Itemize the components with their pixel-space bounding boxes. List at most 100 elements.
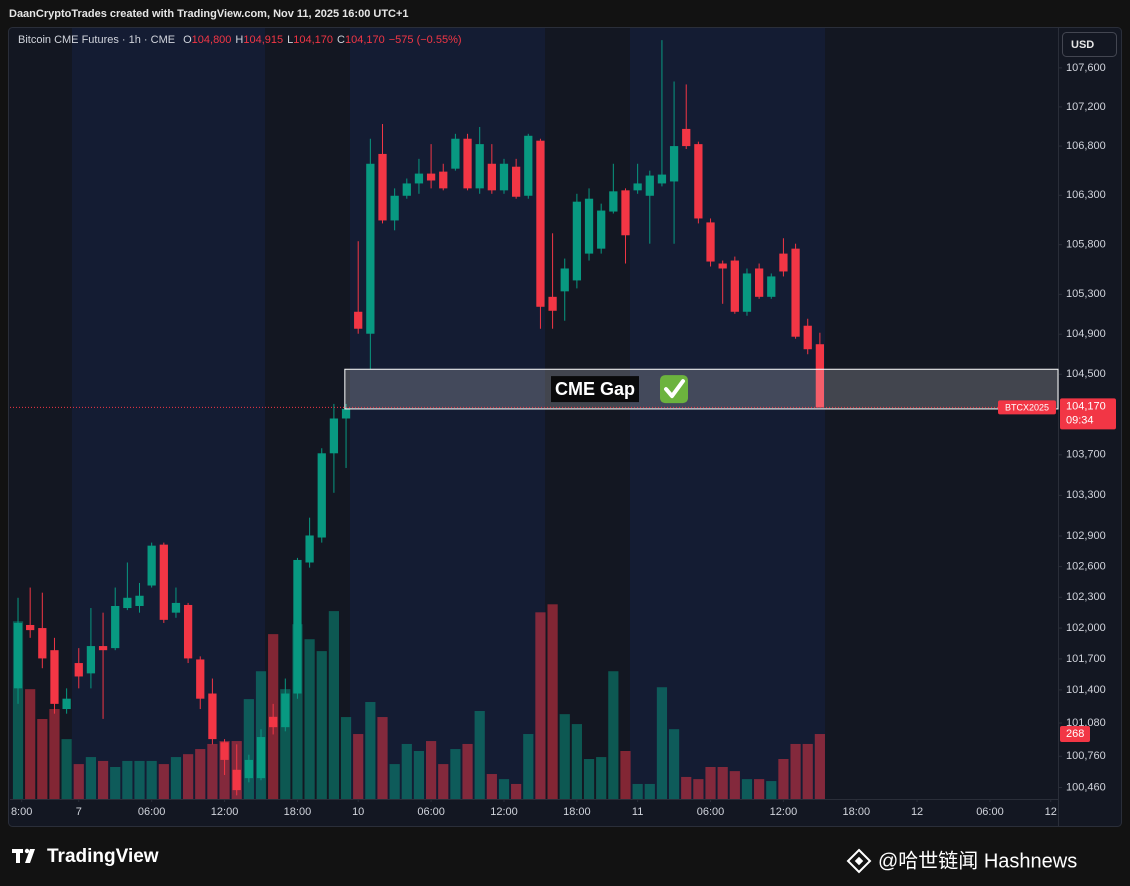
candle-body [13, 622, 23, 689]
candle-body [524, 135, 533, 196]
candle-body [341, 408, 351, 419]
volume-bar [571, 724, 582, 799]
volume-bar [25, 689, 36, 799]
volume-bar [134, 760, 145, 799]
candle-body [718, 263, 727, 269]
candle-body [208, 693, 217, 740]
volume-bar [146, 760, 157, 799]
y-tick-label: 103,300 [1066, 489, 1106, 501]
y-tick-label: 100,760 [1066, 750, 1106, 762]
candle-body [98, 646, 108, 651]
x-tick-label: 06:00 [697, 806, 725, 818]
price-tag [1060, 398, 1116, 430]
volume-bar [73, 764, 84, 799]
candle-body [50, 650, 59, 704]
session-band [72, 28, 265, 799]
x-tick-label: 06:00 [976, 806, 1004, 818]
volume-bar [583, 758, 595, 799]
candle-body [426, 173, 436, 181]
symbol-label: BTCX2025 [1005, 402, 1049, 412]
candle-body [390, 195, 399, 221]
candle-body [609, 191, 618, 212]
volume-bar [280, 689, 291, 799]
volume-bar [754, 779, 765, 799]
y-tick-label: 101,700 [1066, 653, 1106, 665]
x-tick-label: 12 [911, 806, 923, 818]
y-tick-label: 104,500 [1066, 368, 1106, 380]
candle-body [329, 418, 339, 454]
candle-body [475, 144, 484, 189]
volume-bar [377, 717, 388, 799]
x-tick-label: 12:00 [770, 806, 798, 818]
volume-bar [170, 757, 182, 799]
volume-bar [340, 717, 352, 799]
volume-bar [97, 760, 109, 799]
volume-bar [498, 779, 510, 799]
candle-body [293, 559, 302, 694]
volume-bar [462, 743, 473, 799]
volume-bar [438, 764, 449, 799]
legend-value: 104,800 [191, 34, 232, 46]
candle-body [171, 602, 181, 613]
volume-bar [413, 750, 425, 799]
volume-bar [535, 612, 546, 799]
volume-bar [778, 758, 789, 799]
volume-bar [632, 783, 643, 799]
volume-bar [158, 764, 169, 799]
volume-bar [766, 781, 777, 799]
candle-body [694, 144, 703, 219]
legend-key: L [287, 34, 294, 46]
volume-bar [790, 743, 801, 799]
y-tick-label: 107,600 [1066, 62, 1106, 74]
y-tick-label: 106,300 [1066, 189, 1106, 201]
volume-label: 268 [1066, 728, 1084, 740]
candle-body [803, 325, 812, 350]
candle-body [86, 646, 96, 674]
volume-bar [693, 779, 704, 799]
candle-body [499, 163, 509, 191]
volume-tag [1060, 726, 1090, 743]
candle-body [463, 138, 472, 189]
volume-bar [389, 764, 400, 799]
candle-body [62, 698, 71, 710]
countdown: 09:34 [1066, 414, 1094, 426]
logo-shape [24, 848, 30, 854]
legend-value: 104,915 [243, 34, 284, 46]
y-tick-label: 102,600 [1066, 560, 1106, 572]
volume-bar [292, 624, 303, 799]
candle-body [730, 260, 739, 312]
volume-bar [656, 687, 668, 799]
candle-body [244, 759, 253, 779]
logo-shape [25, 849, 35, 863]
y-tick-label: 101,080 [1066, 717, 1106, 729]
legend-symbol: Bitcoin CME Futures · 1h · CME [18, 34, 176, 46]
candle-body [111, 605, 120, 649]
volume-bar [681, 776, 692, 799]
volume-bar [729, 771, 740, 799]
legend: Bitcoin CME Futures · 1h · CME O104,800 H1… [18, 34, 466, 46]
candle-body [815, 344, 825, 408]
candle-body [645, 175, 654, 196]
legend-value: 104,170 [293, 34, 334, 46]
currency-button[interactable] [1062, 32, 1117, 57]
candle-body [779, 253, 788, 272]
candle-body [74, 663, 83, 677]
y-tick-label: 102,900 [1066, 530, 1106, 542]
candle-body [657, 174, 667, 184]
x-tick-label: 12:00 [490, 806, 518, 818]
volume-bar [717, 766, 728, 799]
x-tick-label: 12 [1045, 806, 1057, 818]
volume-bar [644, 783, 655, 799]
candle-body [147, 545, 156, 586]
x-tick-label: 7 [76, 806, 82, 818]
candle-series [13, 40, 825, 796]
volume-bar [61, 739, 72, 799]
volume-bar [49, 709, 60, 799]
volume-bar [608, 671, 619, 799]
volume-bar [304, 639, 315, 799]
candle-body [682, 128, 691, 147]
candle-body [317, 453, 326, 538]
candle-body [451, 138, 460, 169]
volume-bar [110, 766, 121, 799]
candle-body [414, 173, 424, 184]
